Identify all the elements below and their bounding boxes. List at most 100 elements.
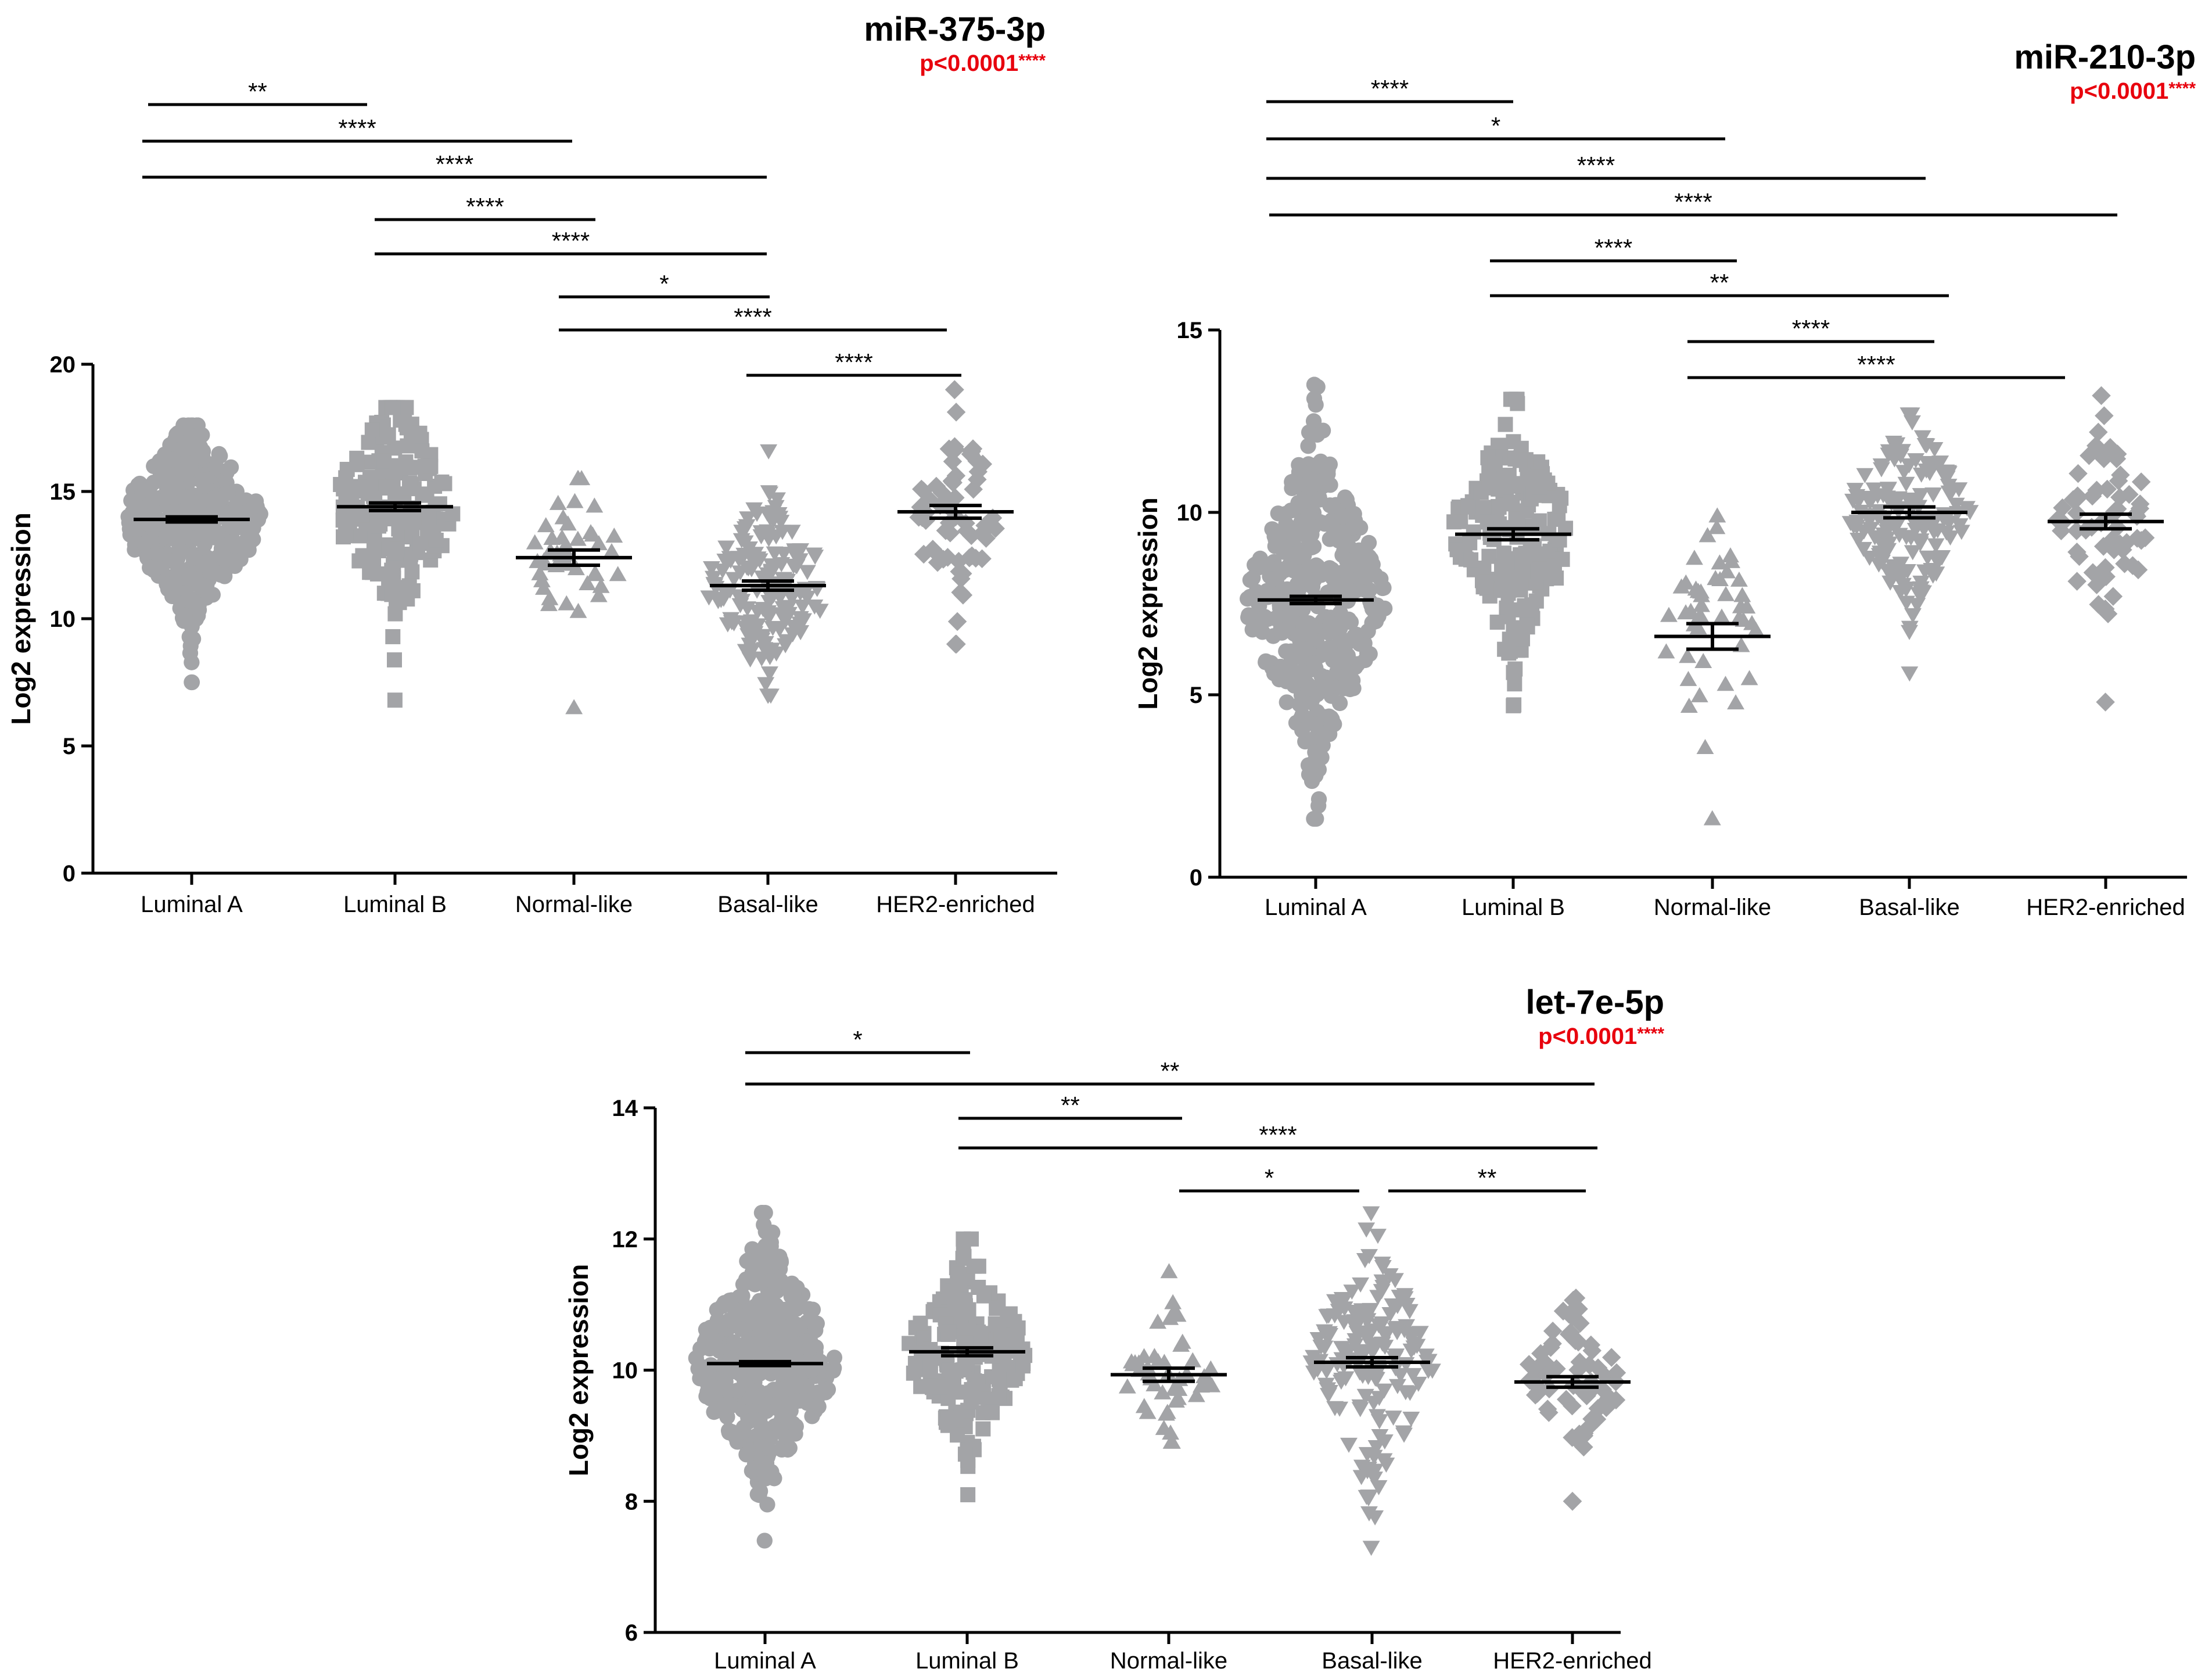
data-point [1924,487,1942,503]
data-point [1950,482,1968,498]
data-point [1388,1379,1406,1394]
data-point [2083,563,2103,582]
data-point [1356,1388,1374,1404]
data-point [2067,521,2087,540]
x-tick-label: Luminal B [343,892,447,917]
data-point [1897,476,1915,492]
data-point [941,1324,957,1340]
data-point [945,1370,961,1386]
data-point [405,583,421,598]
data-point [184,654,200,670]
data-point [592,577,610,593]
data-point [1149,1353,1167,1369]
significance-stars: * [1491,112,1500,139]
data-point [1489,614,1505,630]
data-point [1602,1348,1621,1367]
data-point [1305,473,1322,489]
data-point [1326,716,1342,733]
data-point [753,651,771,667]
data-point [735,1276,752,1293]
data-point [701,1323,717,1340]
data-point [215,564,231,580]
data-point [1707,570,1725,586]
data-point [2130,499,2150,518]
data-point [590,587,608,602]
data-point [1338,1344,1356,1359]
data-point [725,572,743,587]
data-point [962,546,982,566]
data-point [1384,1411,1402,1426]
data-point [2132,531,2151,550]
data-point [785,619,803,635]
data-point [206,490,222,507]
data-point [739,511,757,527]
data-point [953,586,973,605]
data-point [1364,601,1381,617]
data-point [1404,1368,1422,1383]
data-point [1477,574,1493,590]
significance-stars: **** [1674,188,1712,216]
data-point [1696,739,1714,755]
data-point [422,525,437,540]
chart-title: miR-375-3p [864,10,1046,48]
data-point [354,507,370,523]
data-point [1360,1506,1378,1521]
series-luminal-a [1240,376,1393,827]
data-point [1908,598,1926,613]
data-point [1506,697,1522,713]
data-point [1320,462,1336,478]
data-point [1149,1313,1167,1329]
data-point [543,529,561,545]
significance-stars: **** [1792,315,1830,342]
data-point [778,1338,794,1355]
series-luminal-a [120,417,268,691]
significance-stars: **** [835,349,872,376]
y-tick-label: 14 [612,1096,638,1121]
y-tick-label: 0 [1190,865,1202,891]
data-point [805,547,823,563]
data-point [1538,1399,1557,1419]
data-point [1334,1295,1352,1311]
data-point [1862,522,1880,537]
data-point [1872,458,1890,474]
data-point [242,502,258,518]
data-point [203,564,219,580]
data-point [1294,722,1310,738]
data-point [1388,1298,1406,1314]
data-point [421,510,437,526]
data-point [2087,480,2106,500]
data-point [584,526,602,542]
data-point [1740,670,1758,686]
significance-stars: ** [248,78,267,105]
data-point [540,595,558,611]
data-point [933,550,953,569]
data-point [175,529,191,545]
y-tick-label: 20 [50,352,76,378]
x-tick-label: HER2-enriched [1493,1648,1651,1674]
data-point [1332,619,1349,636]
data-point [1401,1304,1419,1319]
data-point [1282,545,1298,562]
data-point [352,528,368,544]
data-point [586,497,604,513]
data-point [1506,665,1521,680]
data-point [1672,578,1690,594]
data-point [387,606,403,622]
y-tick-label: 5 [63,734,76,759]
data-point [957,521,976,540]
data-point [1329,651,1345,668]
data-point [351,553,367,569]
data-point [989,1301,1004,1316]
data-point [2069,464,2088,483]
data-point [943,452,963,471]
data-point [384,587,400,602]
data-point [131,500,148,516]
data-point [1708,519,1726,534]
data-point [566,493,584,508]
data-point [1473,485,1489,500]
data-point [211,446,227,462]
data-point [187,550,203,566]
data-point [1498,565,1513,580]
data-point [2089,422,2108,442]
data-point [2098,479,2117,499]
